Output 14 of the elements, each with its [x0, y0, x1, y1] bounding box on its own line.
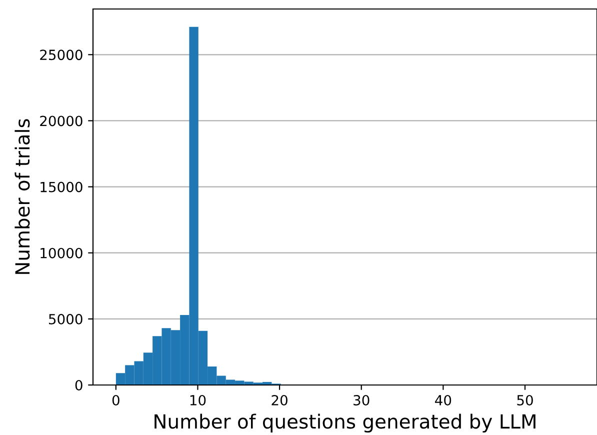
x-tick-label: 40 — [435, 394, 452, 406]
x-tick-label: 0 — [112, 394, 120, 406]
x-tick-label: 30 — [354, 394, 370, 406]
y-tick-label: 25000 — [40, 50, 82, 60]
x-tick-label: 50 — [517, 394, 533, 406]
x-tick-label: 20 — [272, 394, 288, 406]
x-tick-label: 10 — [190, 394, 206, 406]
y-tick-label: 5000 — [49, 314, 82, 324]
y-axis-title: Number of trials — [14, 119, 30, 274]
y-tick-label: 0 — [75, 380, 82, 390]
y-tick-label: 15000 — [40, 182, 82, 192]
y-tick-label: 10000 — [40, 248, 82, 258]
y-tick-label: 20000 — [40, 116, 82, 126]
x-axis-title: Number of questions generated by LLM — [154, 414, 536, 433]
